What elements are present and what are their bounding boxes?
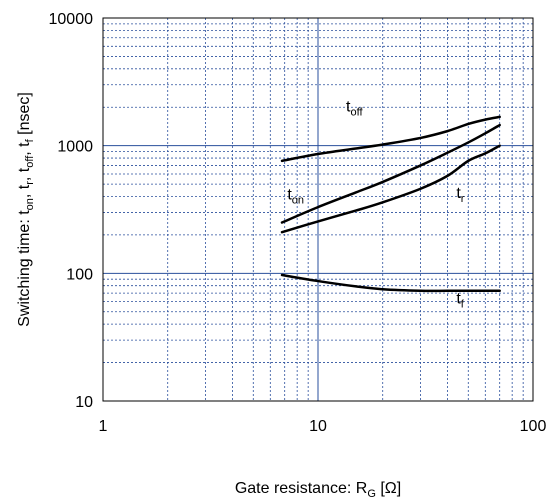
series-line-ton <box>280 123 501 224</box>
series-label-ton: ton <box>287 186 304 206</box>
series-lines <box>280 115 501 293</box>
x-tick-label: 1 <box>99 418 108 435</box>
x-axis-label: Gate resistance: RG [Ω] <box>235 480 401 500</box>
y-tick-label: 10 <box>75 394 93 411</box>
y-tick-label: 100 <box>66 266 93 283</box>
series-labels: toff ton tr tf <box>287 99 464 311</box>
y-tick-label: 10000 <box>49 11 94 28</box>
x-tick-label: 100 <box>520 418 547 435</box>
x-tick-label: 10 <box>309 418 327 435</box>
series-label-toff: toff <box>346 99 363 119</box>
series-label-tf: tf <box>456 291 464 311</box>
series-line-tf <box>280 273 501 293</box>
y-axis-tick-labels: 10 100 1000 10000 <box>49 11 94 411</box>
series-line-tr <box>280 144 501 234</box>
series-label-tr: tr <box>456 185 464 205</box>
x-axis-tick-labels: 1 10 100 <box>99 418 547 435</box>
series-line-toff <box>280 115 501 163</box>
plot-area-frame <box>102 17 534 402</box>
y-axis-label: Switching time: ton, tr, toff, tf [nsec] <box>16 92 36 327</box>
y-tick-label: 1000 <box>57 139 93 156</box>
